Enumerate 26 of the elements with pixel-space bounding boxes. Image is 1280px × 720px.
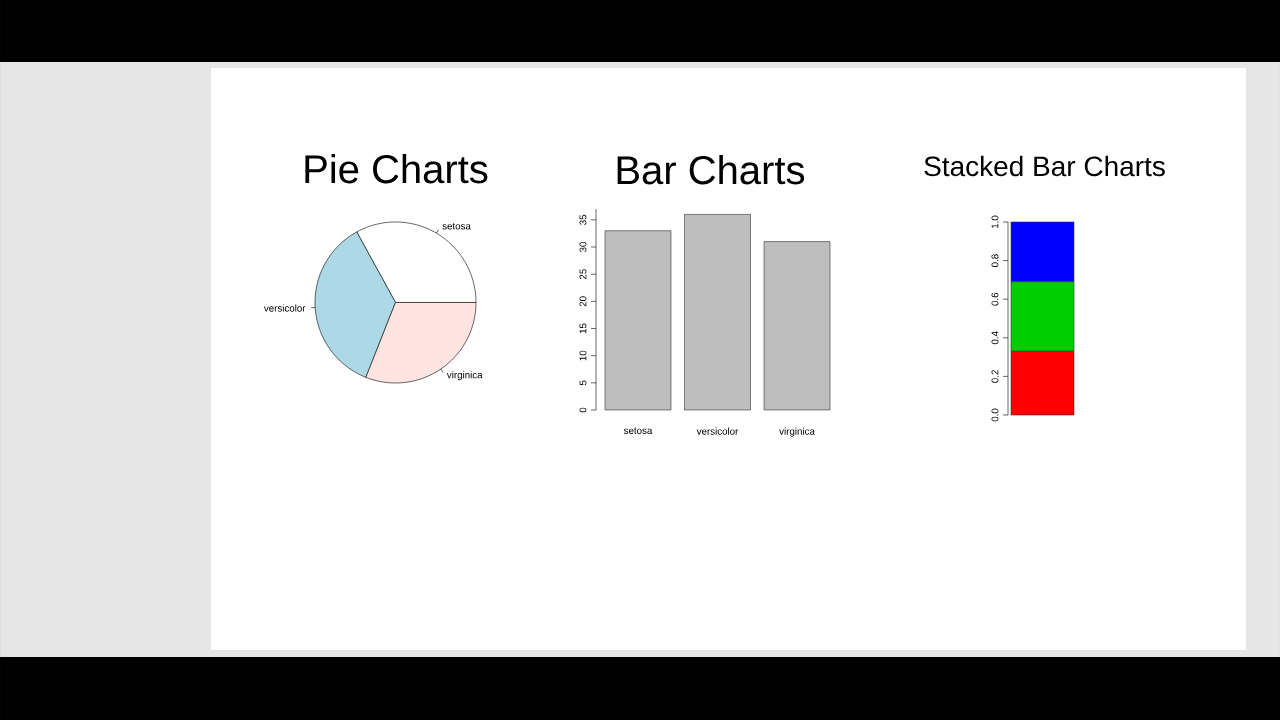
y-tick-label: 0.8 xyxy=(991,254,999,267)
slice-label: setosa xyxy=(442,223,471,230)
bar xyxy=(684,214,751,411)
chart-title: Bar Charts xyxy=(617,155,805,185)
y-tick-label: 1.0 xyxy=(991,215,999,229)
y-tick-label: 0.0 xyxy=(991,408,999,422)
y-tick-label: 5 xyxy=(579,380,587,386)
y-tick-label: 10 xyxy=(579,350,587,361)
y-tick-label: 25 xyxy=(579,269,587,280)
chart-title: Pie Charts xyxy=(305,154,488,184)
y-tick-label: 15 xyxy=(579,323,587,334)
chart-title: Stacked Bar Charts xyxy=(924,155,1165,177)
y-tick-label: 0.4 xyxy=(991,331,999,345)
y-tick-label: 0.2 xyxy=(991,370,999,383)
y-tick-label: 0 xyxy=(579,407,587,413)
slice-label: virginica xyxy=(446,371,483,381)
bar xyxy=(763,241,831,411)
x-tick-label: versicolor xyxy=(696,427,739,435)
bar xyxy=(604,230,672,411)
y-tick-label: 30 xyxy=(579,242,587,253)
x-tick-label: setosa xyxy=(623,427,653,434)
y-tick-label: 0.6 xyxy=(991,292,999,306)
slice-label: versicolor xyxy=(263,304,306,312)
y-tick-label: 20 xyxy=(579,296,587,307)
y-tick-label: 35 xyxy=(579,214,587,225)
x-tick-label: virginica xyxy=(779,427,815,437)
